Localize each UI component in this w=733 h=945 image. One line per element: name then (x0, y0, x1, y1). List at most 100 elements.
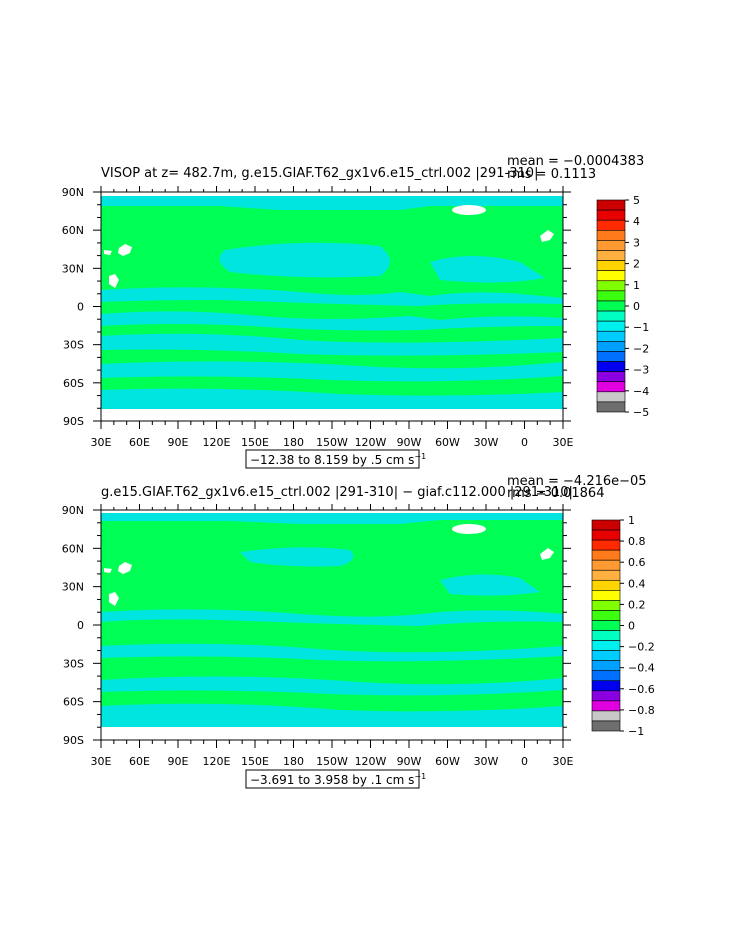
panel-1-mean: mean = −0.0004383 (507, 154, 644, 169)
x-tick-label: 180 (283, 436, 304, 449)
cyan-band-south-1 (101, 643, 563, 662)
colorbar-swatch (591, 670, 621, 682)
y-tick-label: 60S (63, 696, 84, 709)
colorbar-swatch (596, 361, 626, 372)
colorbar-swatch (596, 250, 626, 261)
colorbar-swatch (596, 260, 626, 271)
colorbar-label: −4 (633, 385, 649, 398)
cyan-band-equatorial-1 (101, 287, 563, 306)
colorbar-label: 1 (628, 514, 635, 527)
x-tick-label: 90W (397, 436, 422, 449)
colorbar-swatch (591, 640, 621, 651)
y-tick-label: 30N (62, 262, 84, 275)
colorbar-swatch (596, 219, 626, 231)
colorbar-swatch (591, 660, 621, 672)
colorbar-swatch (596, 401, 626, 413)
colorbar-swatch (591, 539, 621, 551)
x-tick-label: 0 (521, 436, 528, 449)
colorbar-swatch (591, 690, 621, 702)
y-tick-label: 0 (77, 619, 84, 632)
panel-2: g.e15.GIAF.T62_gx1v6.e15_ctrl.002 |291-3… (62, 474, 655, 789)
x-tick-label: 30E (91, 755, 112, 768)
colorbar-swatch (591, 549, 621, 561)
colorbar-swatch (596, 381, 626, 393)
panel-1-axes: 30E 60E 90E 120E 150E 180 150W 120W 90W 60W 30W 0 30… (62, 186, 574, 449)
colorbar-swatch (596, 229, 626, 241)
x-tick-label: 120E (203, 436, 231, 449)
colorbar-label: −5 (633, 406, 649, 419)
x-tick-label: 150E (241, 755, 269, 768)
panel-1: VISOP at z= 482.7m, g.e15.GIAF.T62_gx1v6… (62, 154, 649, 469)
x-tick-label: 30E (91, 436, 112, 449)
colorbar-swatch (596, 209, 626, 221)
panel-2-title: g.e15.GIAF.T62_gx1v6.e15_ctrl.002 |291-3… (101, 485, 573, 500)
antarctica (101, 409, 563, 421)
arabia-region (109, 274, 119, 288)
colorbar-swatch (591, 620, 621, 631)
colorbar-swatch (596, 290, 626, 302)
cyan-band-arctic (101, 196, 563, 210)
panel-1-map (101, 192, 563, 421)
greenland (452, 205, 486, 215)
colorbar-label: 3 (633, 236, 640, 249)
x-tick-label: 90E (168, 436, 189, 449)
colorbar-swatch (596, 371, 626, 383)
colorbar-swatch (596, 330, 626, 342)
colorbar-swatch (591, 600, 621, 611)
cyan-band-north-pacific (240, 547, 354, 567)
panel-2-mean: mean = −4.216e−05 (507, 474, 647, 489)
cyan-band-north-atlantic (440, 574, 540, 596)
caspian-region (104, 562, 132, 574)
panel-1-range-label: −12.38 to 8.159 by .5 cm s−1 (250, 452, 426, 467)
colorbar-swatch (591, 519, 621, 531)
baltic-region (540, 548, 554, 560)
colorbar-swatch (591, 559, 621, 571)
colorbar-swatch (591, 630, 621, 641)
colorbar-label: 0.6 (628, 556, 646, 569)
colorbar-swatch (596, 280, 626, 292)
antarctica (101, 727, 563, 740)
cyan-band-south-2 (101, 361, 563, 382)
y-tick-label: 30N (62, 581, 84, 594)
colorbar-label: −0.8 (628, 704, 655, 717)
colorbar-label: 0.8 (628, 535, 646, 548)
y-tick-label: 30S (63, 657, 84, 670)
colorbar-swatch (596, 391, 626, 403)
panel-1-title: VISOP at z= 482.7m, g.e15.GIAF.T62_gx1v6… (101, 166, 538, 181)
colorbar-label: 0.4 (628, 577, 646, 590)
colorbar-label: −2 (633, 342, 649, 355)
panel-2-range-box (245, 769, 420, 789)
colorbar-swatch (591, 529, 621, 541)
colorbar-label: −1 (628, 725, 644, 738)
colorbar-swatch (596, 300, 626, 312)
colorbar-swatch (596, 310, 626, 322)
colorbar-label: 2 (633, 258, 640, 271)
x-tick-label: 60E (129, 755, 150, 768)
panel-1-colorbar: 5 4 3 2 1 0 −1 −2 −3 −4 −5 (596, 194, 649, 419)
y-tick-label: 0 (77, 301, 84, 314)
colorbar-swatch (596, 199, 626, 211)
cyan-band-antarctic (101, 388, 563, 409)
y-tick-label: 60N (62, 542, 84, 555)
caspian-region (104, 244, 132, 256)
x-tick-label: 120E (203, 755, 231, 768)
colorbar-label: −0.4 (628, 662, 655, 675)
colorbar-swatch (591, 650, 621, 661)
x-tick-label: 60E (129, 436, 150, 449)
cyan-band-north-atlantic (430, 256, 545, 283)
panel-2-range-unit-exponent: −1 (414, 772, 426, 781)
y-tick-label: 90S (63, 415, 84, 428)
colorbar-label: 1 (633, 279, 640, 292)
colorbar-swatch (591, 710, 621, 722)
x-tick-label: 30W (474, 436, 499, 449)
x-tick-label: 150W (316, 436, 348, 449)
colorbar-swatch (596, 320, 626, 332)
colorbar-swatch (591, 700, 621, 712)
greenland (452, 524, 486, 534)
panel-1-range-box (245, 449, 420, 469)
x-tick-label: 0 (521, 755, 528, 768)
arabia-region (109, 592, 119, 606)
north-pole-cap (101, 510, 563, 513)
panel-2-range-label: −3.691 to 3.958 by .1 cm s−1 (250, 772, 426, 787)
